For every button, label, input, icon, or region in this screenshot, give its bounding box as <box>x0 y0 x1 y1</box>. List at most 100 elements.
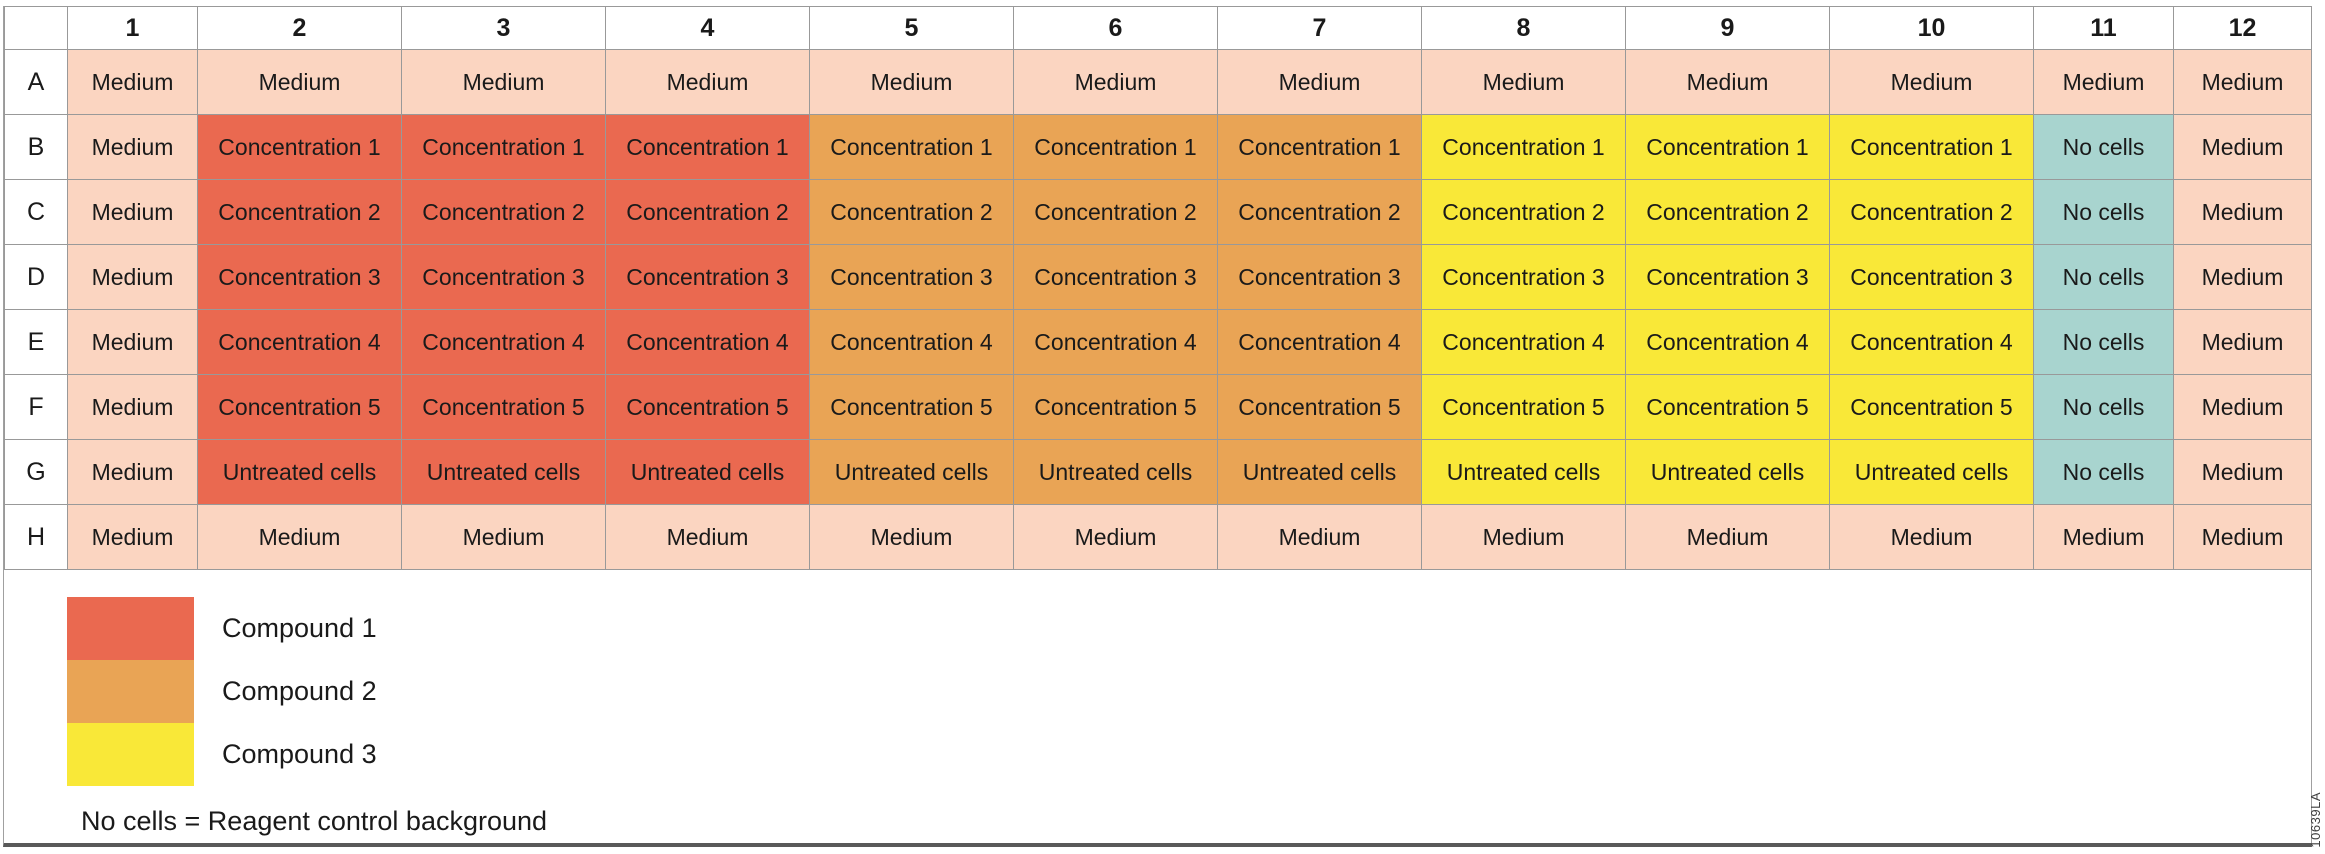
well-F1: Medium <box>67 374 198 440</box>
well-C3: Concentration 2 <box>401 179 606 245</box>
legend-label-compound3: Compound 3 <box>222 739 377 769</box>
well-C7: Concentration 2 <box>1217 179 1422 245</box>
well-F12: Medium <box>2173 374 2312 440</box>
row-header-D: D <box>4 244 68 310</box>
well-A3: Medium <box>401 49 606 115</box>
well-D5: Concentration 3 <box>809 244 1014 310</box>
well-D7: Concentration 3 <box>1217 244 1422 310</box>
well-F3: Concentration 5 <box>401 374 606 440</box>
plate-row-E: E Medium Concentration 4 Concentration 4 Con… <box>4 309 2312 375</box>
plate-map-table: 1 2 3 4 5 6 7 8 9 10 11 12 A Medium Medium Medium Mediu… <box>4 6 2312 570</box>
well-A2: Medium <box>197 49 402 115</box>
well-D8: Concentration 3 <box>1421 244 1626 310</box>
well-F2: Concentration 5 <box>197 374 402 440</box>
legend-item-compound1: Compound 1 <box>67 597 2311 660</box>
well-E5: Concentration 4 <box>809 309 1014 375</box>
plate-body: A Medium Medium Medium Medium Medium Medium Med… <box>4 49 2312 570</box>
well-G5: Untreated cells <box>809 439 1014 505</box>
row-header-G: G <box>4 439 68 505</box>
well-G1: Medium <box>67 439 198 505</box>
column-header-10: 10 <box>1829 6 2034 50</box>
column-header-12: 12 <box>2173 6 2312 50</box>
well-H12: Medium <box>2173 504 2312 570</box>
well-A11: Medium <box>2033 49 2174 115</box>
well-G11: No cells <box>2033 439 2174 505</box>
row-header-H: H <box>4 504 68 570</box>
plate-header-row: 1 2 3 4 5 6 7 8 9 10 11 12 <box>4 6 2312 50</box>
well-E3: Concentration 4 <box>401 309 606 375</box>
well-D6: Concentration 3 <box>1013 244 1218 310</box>
row-header-C: C <box>4 179 68 245</box>
well-C8: Concentration 2 <box>1421 179 1626 245</box>
well-E11: No cells <box>2033 309 2174 375</box>
row-header-B: B <box>4 114 68 180</box>
well-B9: Concentration 1 <box>1625 114 1830 180</box>
well-B2: Concentration 1 <box>197 114 402 180</box>
well-F6: Concentration 5 <box>1013 374 1218 440</box>
well-F11: No cells <box>2033 374 2174 440</box>
well-E9: Concentration 4 <box>1625 309 1830 375</box>
well-D3: Concentration 3 <box>401 244 606 310</box>
well-H6: Medium <box>1013 504 1218 570</box>
legend-swatch-compound3 <box>67 723 194 786</box>
well-A12: Medium <box>2173 49 2312 115</box>
well-F5: Concentration 5 <box>809 374 1014 440</box>
well-B4: Concentration 1 <box>605 114 810 180</box>
well-C4: Concentration 2 <box>605 179 810 245</box>
well-F8: Concentration 5 <box>1421 374 1626 440</box>
well-A8: Medium <box>1421 49 1626 115</box>
well-H2: Medium <box>197 504 402 570</box>
well-G3: Untreated cells <box>401 439 606 505</box>
well-B8: Concentration 1 <box>1421 114 1626 180</box>
column-header-2: 2 <box>197 6 402 50</box>
column-header-7: 7 <box>1217 6 1422 50</box>
well-G10: Untreated cells <box>1829 439 2034 505</box>
well-A4: Medium <box>605 49 810 115</box>
well-F10: Concentration 5 <box>1829 374 2034 440</box>
well-E4: Concentration 4 <box>605 309 810 375</box>
plate-row-F: F Medium Concentration 5 Concentration 5 Con… <box>4 374 2312 440</box>
plate-corner-cell <box>4 6 68 50</box>
legend-item-compound3: Compound 3 <box>67 723 2311 786</box>
well-C2: Concentration 2 <box>197 179 402 245</box>
well-C1: Medium <box>67 179 198 245</box>
plate-layout-figure: 1 2 3 4 5 6 7 8 9 10 11 12 A Medium Medium Medium Mediu… <box>3 6 2312 847</box>
well-G7: Untreated cells <box>1217 439 1422 505</box>
legend-item-compound2: Compound 2 <box>67 660 2311 723</box>
well-G12: Medium <box>2173 439 2312 505</box>
well-A7: Medium <box>1217 49 1422 115</box>
well-D11: No cells <box>2033 244 2174 310</box>
well-E6: Concentration 4 <box>1013 309 1218 375</box>
well-B5: Concentration 1 <box>809 114 1014 180</box>
well-G8: Untreated cells <box>1421 439 1626 505</box>
legend-swatch-compound1 <box>67 597 194 660</box>
legend-label-compound2: Compound 2 <box>222 676 377 706</box>
plate-row-H: H Medium Medium Medium Medium Medium Medium Med… <box>4 504 2312 570</box>
plate-row-B: B Medium Concentration 1 Concentration 1 Con… <box>4 114 2312 180</box>
well-C5: Concentration 2 <box>809 179 1014 245</box>
column-header-4: 4 <box>605 6 810 50</box>
well-B1: Medium <box>67 114 198 180</box>
plate-row-A: A Medium Medium Medium Medium Medium Medium Med… <box>4 49 2312 115</box>
well-A1: Medium <box>67 49 198 115</box>
well-B11: No cells <box>2033 114 2174 180</box>
column-header-5: 5 <box>809 6 1014 50</box>
well-D12: Medium <box>2173 244 2312 310</box>
well-H3: Medium <box>401 504 606 570</box>
well-H5: Medium <box>809 504 1014 570</box>
well-D10: Concentration 3 <box>1829 244 2034 310</box>
well-G2: Untreated cells <box>197 439 402 505</box>
legend-label-compound1: Compound 1 <box>222 613 377 643</box>
well-B10: Concentration 1 <box>1829 114 2034 180</box>
column-header-9: 9 <box>1625 6 1830 50</box>
row-header-A: A <box>4 49 68 115</box>
well-F4: Concentration 5 <box>605 374 810 440</box>
column-header-1: 1 <box>67 6 198 50</box>
well-B7: Concentration 1 <box>1217 114 1422 180</box>
legend: Compound 1 Compound 2 Compound 3 No cell… <box>4 570 2311 843</box>
well-F7: Concentration 5 <box>1217 374 1422 440</box>
well-G4: Untreated cells <box>605 439 810 505</box>
well-E2: Concentration 4 <box>197 309 402 375</box>
well-G9: Untreated cells <box>1625 439 1830 505</box>
plate-row-C: C Medium Concentration 2 Concentration 2 Con… <box>4 179 2312 245</box>
